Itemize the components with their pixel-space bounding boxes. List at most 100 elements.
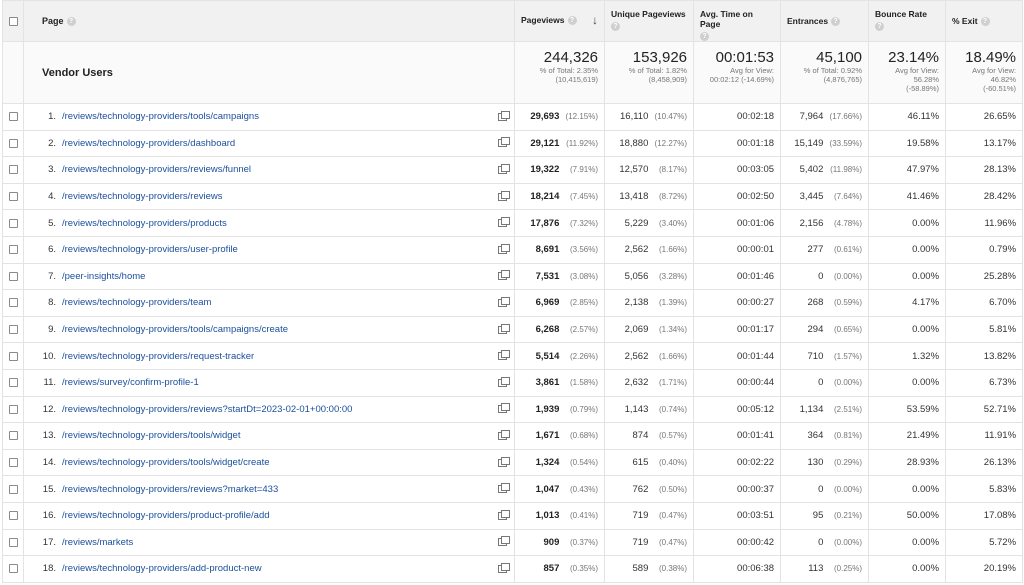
page-link[interactable]: /reviews/technology-providers/tools/widg… (62, 430, 241, 442)
pageviews-cell: 19,322 (7.91%) (514, 156, 606, 184)
row-checkbox[interactable] (8, 112, 18, 122)
unique-pageviews-percent: (0.47%) (659, 537, 688, 547)
page-link[interactable]: /reviews/technology-providers/products (62, 217, 227, 229)
open-in-new-window-icon[interactable] (497, 509, 510, 520)
entrances-value: 0 (818, 483, 824, 495)
entrances-value: 0 (818, 377, 824, 389)
column-header-bounce-rate[interactable]: Bounce Rate ? (868, 0, 947, 42)
page-link[interactable]: /reviews/technology-providers/reviews (62, 191, 223, 203)
help-icon[interactable]: ? (66, 17, 76, 27)
open-in-new-window-icon[interactable] (497, 403, 510, 414)
help-icon[interactable]: ? (875, 22, 885, 31)
help-icon[interactable]: ? (611, 22, 621, 31)
avg-time-cell: 00:03:05 (693, 156, 782, 184)
open-in-new-window-icon[interactable] (497, 217, 510, 228)
row-checkbox[interactable] (8, 245, 18, 255)
table-row: 9. /reviews/technology-providers/tools/ca… (2, 315, 1024, 344)
row-checkbox[interactable] (8, 537, 18, 547)
row-checkbox[interactable] (8, 271, 18, 281)
help-icon[interactable]: ? (567, 16, 577, 26)
open-in-new-window-icon[interactable] (497, 562, 510, 573)
row-checkbox[interactable] (8, 218, 18, 228)
page-link[interactable]: /reviews/technology-providers/user-profi… (62, 244, 238, 256)
open-link-cell (490, 555, 516, 583)
column-header-avg-time[interactable]: Avg. Time on Page ? (693, 0, 782, 42)
open-in-new-window-icon[interactable] (497, 350, 510, 361)
row-checkbox[interactable] (8, 431, 18, 441)
page-cell: 10. /reviews/technology-providers/request… (23, 342, 491, 370)
sort-descending-icon[interactable]: ↓ (592, 13, 599, 27)
page-link[interactable]: /reviews/technology-providers/reviews?st… (62, 403, 353, 415)
select-all-checkbox[interactable] (8, 17, 18, 27)
pageviews-value: 6,268 (535, 324, 560, 336)
row-select-cell (2, 422, 24, 450)
page-link[interactable]: /reviews/technology-providers/reviews?ma… (62, 483, 279, 495)
column-header-pageviews[interactable]: Pageviews? ↓ (514, 0, 606, 42)
header-row: Page? Pageviews? ↓ Unique Pageviews ? Av… (2, 0, 1024, 42)
page-link[interactable]: /reviews/technology-providers/tools/camp… (62, 324, 288, 336)
page-link[interactable]: /reviews/technology-providers/reviews/fu… (62, 164, 252, 176)
bounce-rate-value: 0.00% (912, 377, 940, 389)
row-checkbox[interactable] (8, 458, 18, 467)
page-link[interactable]: /reviews/technology-providers/product-pr… (62, 510, 270, 522)
help-icon[interactable]: ? (700, 32, 710, 41)
row-checkbox[interactable] (8, 192, 18, 202)
exit-value: 11.96% (984, 217, 1017, 229)
open-in-new-window-icon[interactable] (497, 270, 510, 281)
help-icon[interactable]: ? (831, 17, 841, 27)
page-link[interactable]: /reviews/technology-providers/tools/camp… (62, 111, 259, 123)
open-in-new-window-icon[interactable] (497, 323, 510, 334)
open-in-new-window-icon[interactable] (497, 429, 510, 440)
row-checkbox[interactable] (8, 404, 18, 414)
page-link[interactable]: /reviews/technology-providers/dashboard (62, 137, 236, 149)
open-in-new-window-icon[interactable] (497, 296, 510, 307)
row-checkbox[interactable] (8, 564, 18, 574)
column-header-unique-pageviews[interactable]: Unique Pageviews ? (604, 0, 695, 42)
entrances-cell: 0 (0.00%) (780, 368, 870, 397)
open-in-new-window-icon[interactable] (497, 536, 510, 547)
entrances-value: 294 (807, 324, 824, 336)
table-row: 17. /reviews/markets 909 (0.37%) 719 (0.4… (2, 528, 1024, 557)
page-link[interactable]: /peer-insights/home (62, 270, 146, 282)
row-index: 10. (42, 350, 56, 362)
page-link[interactable]: /reviews/technology-providers/team (62, 297, 212, 309)
unique-pageviews-cell: 5,229 (3.40%) (604, 209, 695, 237)
open-in-new-window-icon[interactable] (497, 376, 510, 387)
column-header-entrances[interactable]: Entrances? (780, 0, 870, 42)
column-header-exit[interactable]: % Exit? (945, 0, 1024, 42)
open-in-new-window-icon[interactable] (497, 137, 510, 148)
row-checkbox[interactable] (8, 298, 18, 308)
open-link-cell (490, 129, 516, 158)
help-icon[interactable]: ? (980, 17, 990, 27)
open-in-new-window-icon[interactable] (497, 483, 510, 494)
bounce-rate-cell: 28.93% (868, 448, 947, 477)
page-link[interactable]: /reviews/technology-providers/add-produc… (62, 563, 262, 575)
open-in-new-window-icon[interactable] (497, 243, 510, 254)
page-cell: 1. /reviews/technology-providers/tools/ca… (23, 103, 491, 131)
row-checkbox[interactable] (8, 378, 18, 388)
row-index: 7. (48, 270, 56, 282)
open-in-new-window-icon[interactable] (497, 110, 510, 121)
open-link-cell (490, 422, 516, 450)
row-checkbox[interactable] (8, 351, 18, 361)
page-link[interactable]: /reviews/markets (62, 536, 134, 548)
row-checkbox[interactable] (8, 325, 18, 335)
open-in-new-window-icon[interactable] (497, 456, 510, 467)
pageviews-cell: 857 (0.35%) (514, 555, 606, 583)
row-index: 9. (48, 324, 56, 336)
page-link[interactable]: /reviews/technology-providers/tools/widg… (62, 457, 270, 469)
page-link[interactable]: /reviews/survey/confirm-profile-1 (62, 377, 199, 389)
row-checkbox[interactable] (8, 511, 18, 521)
open-link-cell (490, 475, 516, 503)
page-link[interactable]: /reviews/technology-providers/request-tr… (62, 350, 255, 362)
table-row: 16. /reviews/technology-providers/product… (2, 501, 1024, 530)
open-in-new-window-icon[interactable] (497, 163, 510, 174)
exit-cell: 26.13% (945, 448, 1024, 477)
pageviews-percent: (0.35%) (570, 564, 599, 574)
avg-time-value: 00:03:51 (737, 510, 775, 522)
row-checkbox[interactable] (8, 484, 18, 494)
open-in-new-window-icon[interactable] (497, 190, 510, 201)
row-checkbox[interactable] (8, 138, 18, 148)
row-checkbox[interactable] (8, 165, 18, 175)
pageviews-value: 8,691 (535, 244, 560, 256)
